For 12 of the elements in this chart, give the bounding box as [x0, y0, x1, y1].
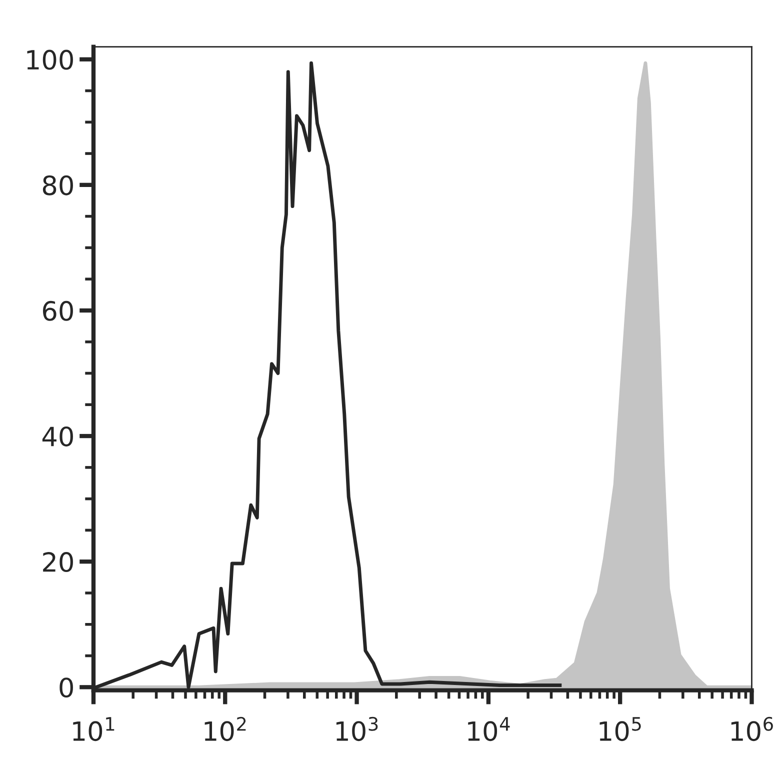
x-tick-label: 10$^{6}$ — [731, 716, 773, 742]
x-tick-label: 10$^{3}$ — [336, 716, 378, 742]
x-tick-label: 10$^{2}$ — [204, 716, 246, 742]
x-tick-label: 10$^{1}$ — [73, 717, 114, 742]
y-tick-label: 100 — [27, 50, 73, 70]
y-tick-label: 20 — [43, 552, 73, 572]
y-tick-label: 60 — [42, 300, 73, 321]
x-tick-label: 10$^{4}$ — [468, 717, 510, 742]
y-tick-label: 40 — [42, 426, 73, 446]
y-tick-label: 0 — [60, 678, 73, 698]
x-tick-label: 10$^{5}$ — [600, 717, 641, 742]
y-tick-label: 80 — [42, 175, 73, 196]
